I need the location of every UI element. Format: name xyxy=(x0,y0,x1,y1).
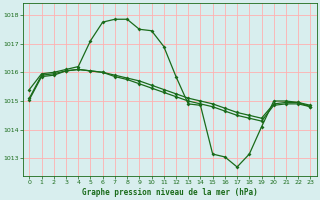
X-axis label: Graphe pression niveau de la mer (hPa): Graphe pression niveau de la mer (hPa) xyxy=(82,188,258,197)
